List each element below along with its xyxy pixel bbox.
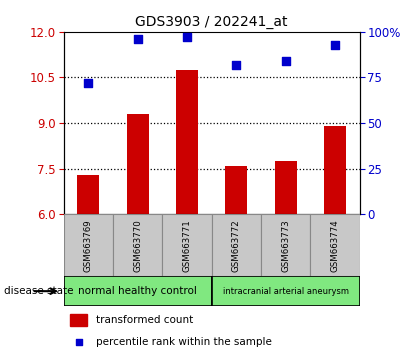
Point — [332, 42, 338, 47]
Text: GSM663769: GSM663769 — [84, 219, 93, 272]
Bar — [275, 161, 297, 214]
Bar — [113, 214, 162, 276]
Bar — [64, 276, 212, 306]
Bar — [127, 114, 149, 214]
Point — [282, 58, 289, 64]
Text: normal healthy control: normal healthy control — [78, 286, 197, 296]
Text: GSM663771: GSM663771 — [182, 219, 192, 272]
Bar — [310, 214, 360, 276]
Point — [134, 36, 141, 42]
Text: intracranial arterial aneurysm: intracranial arterial aneurysm — [223, 287, 349, 296]
Bar — [176, 70, 198, 214]
Bar — [212, 214, 261, 276]
Bar — [162, 214, 212, 276]
Bar — [324, 126, 346, 214]
Text: GSM663772: GSM663772 — [232, 219, 241, 272]
Point — [184, 34, 190, 40]
Text: disease state: disease state — [4, 286, 74, 296]
Bar — [64, 214, 113, 276]
Bar — [77, 175, 99, 214]
Text: transformed count: transformed count — [96, 315, 194, 325]
Bar — [261, 214, 310, 276]
Text: GSM663773: GSM663773 — [281, 219, 290, 272]
Title: GDS3903 / 202241_at: GDS3903 / 202241_at — [135, 16, 288, 29]
Point — [85, 80, 92, 86]
Text: GSM663770: GSM663770 — [133, 219, 142, 272]
Point — [75, 340, 82, 346]
Text: percentile rank within the sample: percentile rank within the sample — [96, 337, 272, 348]
Bar — [69, 314, 88, 326]
Text: GSM663774: GSM663774 — [330, 219, 339, 272]
Bar — [225, 166, 247, 214]
Bar — [212, 276, 360, 306]
Point — [233, 62, 240, 68]
